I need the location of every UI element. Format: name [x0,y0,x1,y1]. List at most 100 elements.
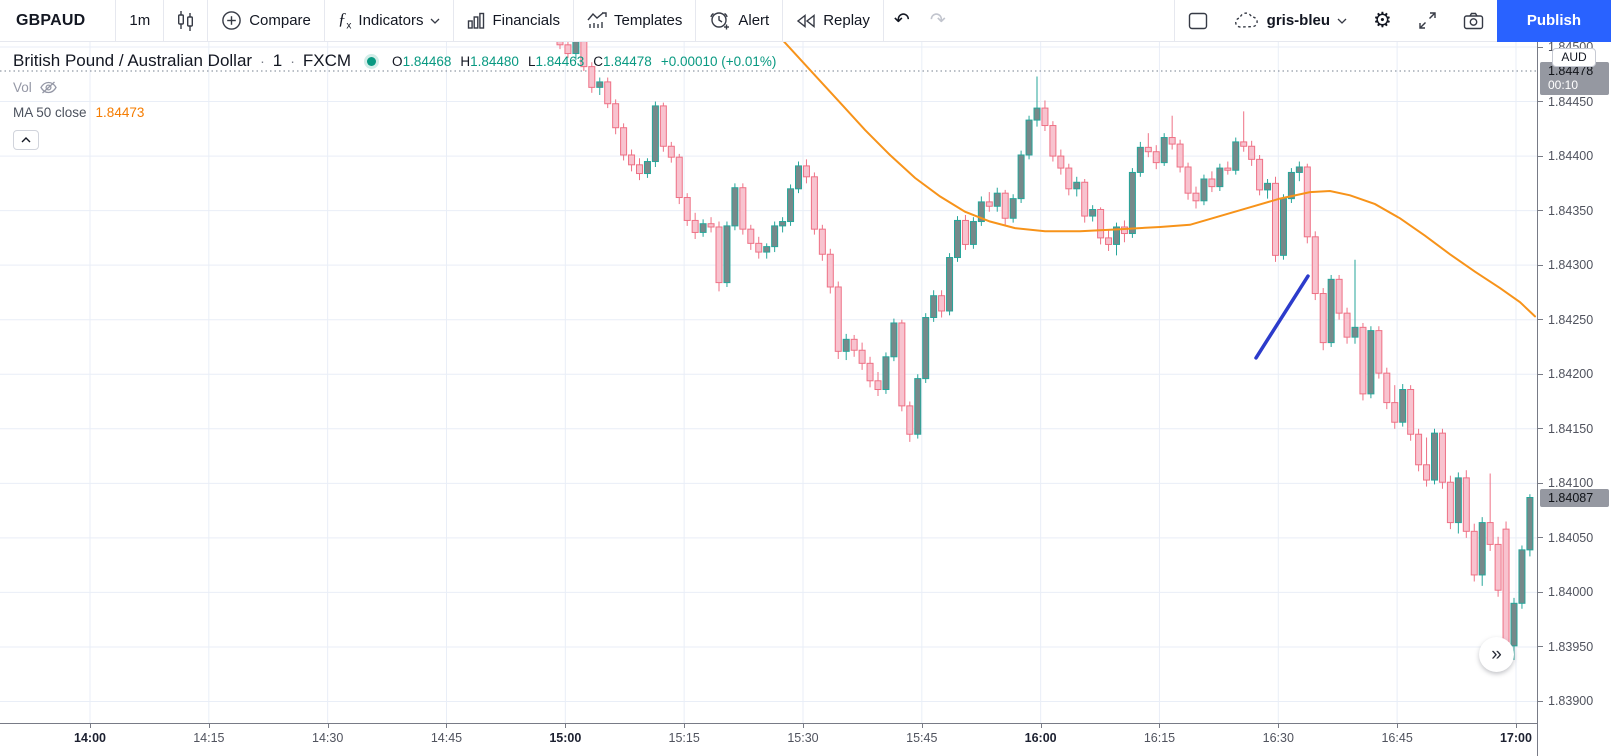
open-value: 1.84468 [402,53,452,69]
time-tick-dash [565,724,567,728]
indicators-label: Indicators [358,12,424,29]
volume-legend-row[interactable]: Vol [13,75,776,99]
chart-pane[interactable] [0,0,1537,723]
volume-label: Vol [13,79,32,95]
time-tick-label: 14:00 [74,731,106,745]
price-tick-label: 1.83900 [1548,694,1594,709]
camera-icon [1463,12,1484,29]
time-tick-label: 15:45 [906,731,938,745]
toolbar-right-group: gris-bleu ⚙ [1173,0,1611,42]
chevron-down-icon [430,18,440,24]
legend-exchange: FXCM [302,51,352,70]
trend-line-drawing [1254,274,1310,360]
time-tick-dash [802,724,804,728]
price-tick-dash [1538,101,1543,103]
snapshot-button[interactable] [1450,0,1497,42]
financials-button[interactable]: Financials [454,0,573,42]
high-value: 1.84480 [470,53,519,69]
publish-button[interactable]: Publish [1496,0,1611,42]
time-tick-dash [684,724,686,728]
redo-button[interactable]: ↷ [929,10,946,31]
templates-button[interactable]: Templates [574,0,695,42]
ma-50-line [783,42,1536,318]
countdown-price-label: 1.84478 00:10 [1540,61,1609,95]
templates-label: Templates [613,12,683,29]
price-tick-dash [1538,700,1543,702]
cloud-save-icon [1234,11,1258,28]
fullscreen-expand-icon [1419,12,1436,29]
fx-indicators-icon: ƒx [337,9,352,32]
replay-label: Replay [823,12,870,29]
financials-bars-icon [467,12,485,30]
time-tick-dash [1515,724,1517,728]
replay-button[interactable]: Replay [783,0,883,42]
candlestick-style-icon [177,9,194,32]
toolbar-divider [695,0,697,42]
price-tick-label: 1.84450 [1548,94,1594,109]
price-axis[interactable]: AUD 1.84478 00:10 1.84087 1.845001.84450… [1537,40,1611,756]
time-tick-label: 14:30 [312,731,344,745]
price-tick-dash [1538,319,1543,321]
price-tick-label: 1.84300 [1548,258,1594,273]
price-tick-label: 1.84250 [1548,312,1594,327]
time-tick-label: 16:15 [1143,731,1176,745]
currency-badge[interactable]: AUD [1552,47,1596,67]
price-tick-label: 1.83950 [1548,639,1594,654]
price-tick-dash [1538,646,1543,648]
toolbar-divider [882,0,884,42]
price-tick-dash [1538,537,1543,539]
alert-clock-icon [709,10,731,31]
legend-separator: · [290,53,295,69]
cloud-layout-button[interactable]: gris-bleu [1221,0,1360,42]
undo-button[interactable]: ↶ [893,10,910,31]
compare-label: Compare [249,12,311,29]
layout-square-icon [1188,12,1207,29]
time-tick-label: 14:45 [430,731,463,745]
legend-separator: · [260,53,265,69]
time-tick-dash [1040,724,1042,728]
price-tick-label: 1.84200 [1548,367,1594,382]
time-tick-dash [208,724,210,728]
chevron-up-icon [21,137,31,143]
alert-label: Alert [738,12,770,29]
price-tick-dash [1538,591,1543,593]
fullscreen-button[interactable] [1405,0,1450,42]
toolbar-divider [782,0,784,42]
change-value: +0.00010 (+0.01%) [660,53,777,69]
chart-legend: British Pound / Australian Dollar · 1 · … [13,49,776,150]
eye-off-icon[interactable] [39,80,58,95]
interval-button[interactable]: 1m [129,12,151,29]
toolbar-divider [453,0,455,42]
layout-select-button[interactable] [1175,0,1221,42]
chevron-down-icon [1337,18,1347,24]
legend-collapse-button[interactable] [13,130,39,150]
time-tick-label: 15:30 [787,731,819,745]
countdown-price-value: 1.84478 [1548,63,1594,78]
market-status-dot-icon[interactable] [367,56,377,66]
compare-button[interactable]: Compare [208,0,324,42]
time-tick-dash [327,724,329,728]
alert-button[interactable]: Alert [696,0,782,42]
indicators-button[interactable]: ƒx Indicators [325,0,454,42]
chart-settings-button[interactable]: ⚙ [1360,0,1405,42]
time-tick-label: 16:30 [1262,731,1294,745]
price-tick-label: 1.84100 [1548,476,1594,491]
financials-label: Financials [492,12,560,29]
time-tick-label: 15:15 [668,731,700,745]
time-axis[interactable]: 14:00 14:15 14:30 14:45 15:00 15:15 15:30 15:45… [0,723,1611,756]
scroll-to-latest-button[interactable]: » [1479,637,1514,672]
symbol-legend-row[interactable]: British Pound / Australian Dollar · 1 · … [13,49,776,73]
symbol-search-button[interactable]: GBPAUD [16,11,86,29]
time-tick-dash [1397,724,1399,728]
chart-style-button[interactable] [164,0,207,42]
ma-legend-row[interactable]: MA 50 close 1.84473 [13,100,776,124]
time-tick-dash [1159,724,1161,728]
price-tick-label: 1.84150 [1548,421,1594,436]
price-tick-label: 1.84050 [1548,530,1594,545]
toolbar-divider [323,0,325,42]
price-chart-canvas[interactable] [0,0,1537,723]
time-tick-dash [1278,724,1280,728]
ohlc-values: O1.84468 H1.84480 L1.84463 C1.84478 +0.0… [392,53,777,69]
toolbar-divider [1173,0,1175,42]
